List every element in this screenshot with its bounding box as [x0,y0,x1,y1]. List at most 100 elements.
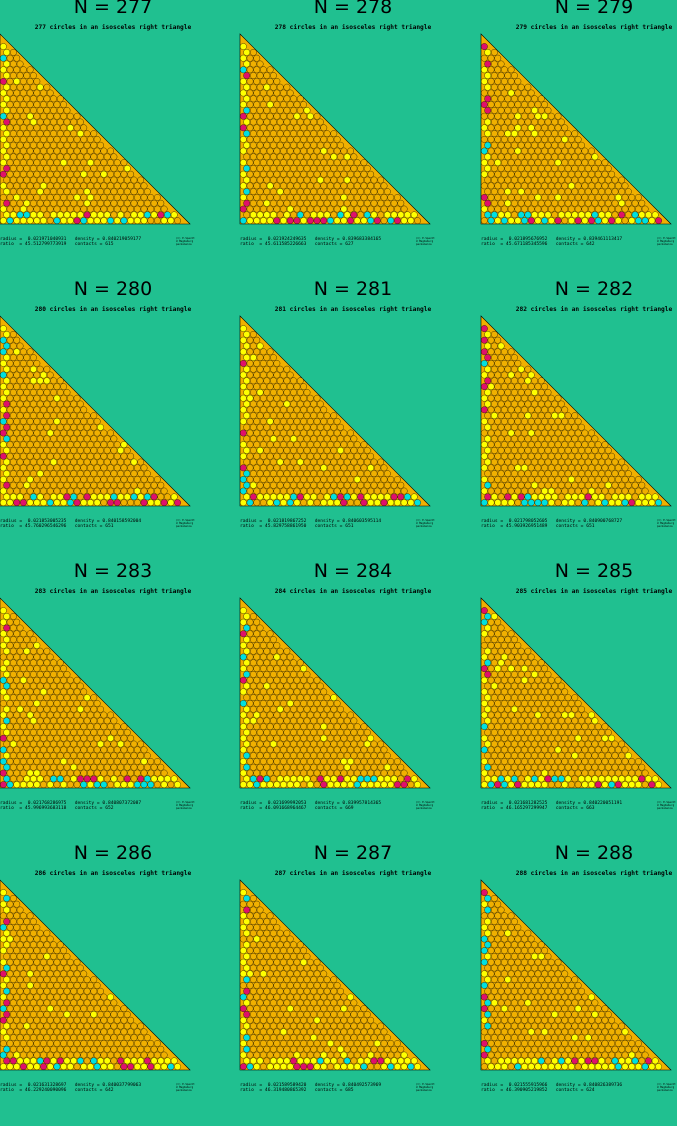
packed-circle [276,141,284,149]
packed-circle [320,159,328,167]
packed-circle [246,1063,254,1071]
packed-circle [0,746,7,754]
packed-circle [293,676,301,684]
packed-circle [313,452,321,460]
packed-circle [541,700,549,707]
packed-circle [547,394,555,402]
packed-circle [310,987,318,995]
packed-circle [568,464,575,472]
packed-circle [260,1028,267,1036]
packed-circle [367,194,375,201]
packed-circle [60,1040,68,1047]
packed-circle [340,170,348,178]
packed-circle [70,141,78,149]
packed-circle [127,1040,135,1047]
packed-circle [66,970,74,978]
packed-circle [300,441,308,449]
packed-circle [293,101,301,108]
packed-circle [377,1022,385,1030]
packed-circle [253,476,261,483]
packed-circle [50,165,57,172]
packed-circle [511,365,518,373]
packed-circle [250,107,257,114]
packed-circle [43,188,51,196]
packed-circle [273,429,281,437]
packed-circle [310,1034,318,1042]
packed-circle [246,112,254,120]
packed-circle [36,118,44,126]
packed-circle [20,1028,27,1036]
packed-circle [10,694,17,701]
packed-circle [87,170,94,178]
packed-circle [16,729,24,736]
packed-circle [347,711,354,719]
packed-circle [625,481,632,489]
packed-circle [558,481,565,489]
packed-circle [487,487,495,495]
radius-value: 0.021924249635 [267,237,307,242]
packed-circle [340,441,348,449]
packed-circle [564,481,572,489]
packed-circle [36,647,44,655]
packed-circle [390,211,398,219]
packed-circle [160,499,168,507]
packed-circle [340,734,348,742]
packed-circle [43,493,51,501]
packed-circle [350,1034,358,1042]
packed-circle [511,659,518,667]
packed-circle [93,476,101,483]
packed-circle [50,671,57,678]
packed-circle [568,1063,575,1071]
packed-circle [357,211,364,219]
packed-circle [3,740,11,748]
packed-circle [514,441,522,449]
packed-circle [256,211,264,219]
triangle-packing [480,33,672,225]
packed-circle [547,147,555,155]
packed-circle [310,423,318,431]
packed-circle [323,1011,331,1018]
packed-circle [480,769,488,777]
packed-circle [323,987,331,995]
packed-circle [30,400,37,408]
packed-circle [286,170,294,178]
packed-circle [591,481,599,489]
packed-circle [46,1028,54,1036]
packed-circle [313,993,321,1001]
panel-subtitle: 287 circles in an isosceles right triang… [274,870,432,877]
packed-circle [23,400,31,408]
packed-circle [296,1034,304,1042]
ratio-label: ratio [240,242,254,248]
packed-circle [514,147,522,155]
packed-circle [103,211,111,219]
packed-circle [360,1040,368,1047]
packed-circle [514,676,522,684]
packed-circle [100,1063,108,1071]
packed-circle [46,1005,54,1013]
packed-circle [80,499,88,507]
packed-circle [263,165,271,172]
packed-circle [293,723,301,731]
packed-circle [524,481,532,489]
packed-circle [16,987,24,995]
packed-circle [130,775,138,783]
packed-circle [23,354,31,361]
packed-circle [296,153,304,161]
packed-circle [13,66,21,74]
packed-circle [280,653,287,661]
density-label: density [314,1083,335,1088]
packed-circle [544,447,552,454]
packed-circle [286,993,294,1001]
packed-circle [20,935,27,943]
packed-circle [527,182,535,190]
packed-circle [23,1057,31,1065]
packed-circle [107,217,114,225]
packed-circle [13,900,21,908]
packed-circle [53,159,61,167]
packed-circle [501,1063,508,1071]
packed-circle [243,729,251,736]
packed-circle [40,429,47,437]
packed-circle [377,493,385,501]
packed-circle [370,176,378,184]
radius-label: radius [481,801,498,806]
